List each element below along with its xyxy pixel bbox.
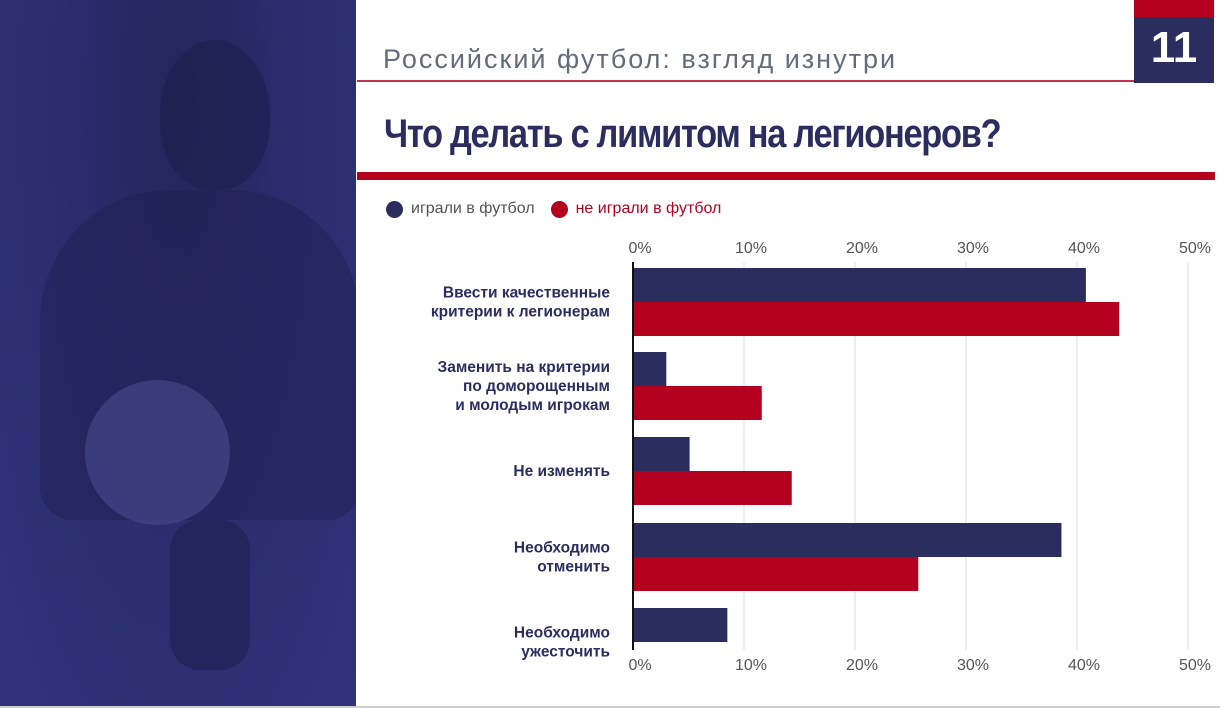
- x-tick-label-top: 0%: [628, 240, 651, 257]
- category-label: критерии к легионерам: [431, 304, 610, 321]
- x-tick-label-top: 20%: [846, 240, 878, 257]
- legend-dot-red: [550, 200, 568, 218]
- bar-played: [633, 268, 1086, 302]
- badge-red-band: [1134, 0, 1214, 17]
- bar-played: [633, 352, 667, 386]
- legend-item-played: играли в футбол: [386, 200, 535, 218]
- bar-not-played: [633, 386, 762, 420]
- x-tick-label-bottom: 30%: [957, 657, 989, 674]
- x-tick-label-bottom: 20%: [846, 657, 878, 674]
- category-label: отменить: [537, 559, 610, 576]
- player-photo: [0, 0, 356, 706]
- x-tick-label-top: 10%: [735, 240, 767, 257]
- x-tick-label-top: 40%: [1068, 240, 1100, 257]
- bar-not-played: [633, 302, 1120, 336]
- page-number-badge: 11: [1134, 0, 1214, 83]
- category-label: ужесточить: [521, 644, 610, 661]
- x-tick-label-top: 50%: [1179, 240, 1211, 257]
- x-tick-label-bottom: 40%: [1068, 657, 1100, 674]
- page-number: 11: [1150, 23, 1198, 72]
- x-tick-label-top: 30%: [957, 240, 989, 257]
- category-label: Ввести качественные: [443, 285, 611, 302]
- chart-legend: играли в футбол не играли в футбол: [386, 200, 721, 218]
- bottom-border: [0, 706, 1220, 708]
- bar-not-played: [633, 471, 792, 505]
- category-label: по доморощенным: [463, 378, 610, 395]
- header-divider: [357, 80, 1134, 82]
- bar-played: [633, 523, 1062, 557]
- bar-played: [633, 437, 690, 471]
- x-tick-label-bottom: 0%: [628, 657, 651, 674]
- legend-dot-navy: [386, 200, 403, 218]
- category-label: Необходимо: [514, 625, 610, 642]
- slide-title: Что делать с лимитом на легионеров?: [384, 112, 1002, 156]
- x-tick-label-bottom: 10%: [735, 657, 767, 674]
- category-label: Не изменять: [513, 463, 610, 480]
- legend-item-not-played: не играли в футбол: [550, 200, 722, 218]
- bar-played: [633, 608, 728, 642]
- legend-label: играли в футбол: [411, 200, 535, 217]
- title-divider: [357, 172, 1215, 180]
- legend-label: не играли в футбол: [575, 200, 722, 217]
- bar-not-played: [633, 557, 919, 591]
- x-tick-label-bottom: 50%: [1179, 657, 1211, 674]
- category-label: и молодым игрокам: [455, 397, 610, 414]
- category-label: Заменить на критерии: [437, 359, 610, 376]
- presentation-subtitle: Российский футбол: взгляд изнутри: [383, 44, 898, 74]
- category-label: Необходимо: [514, 540, 610, 557]
